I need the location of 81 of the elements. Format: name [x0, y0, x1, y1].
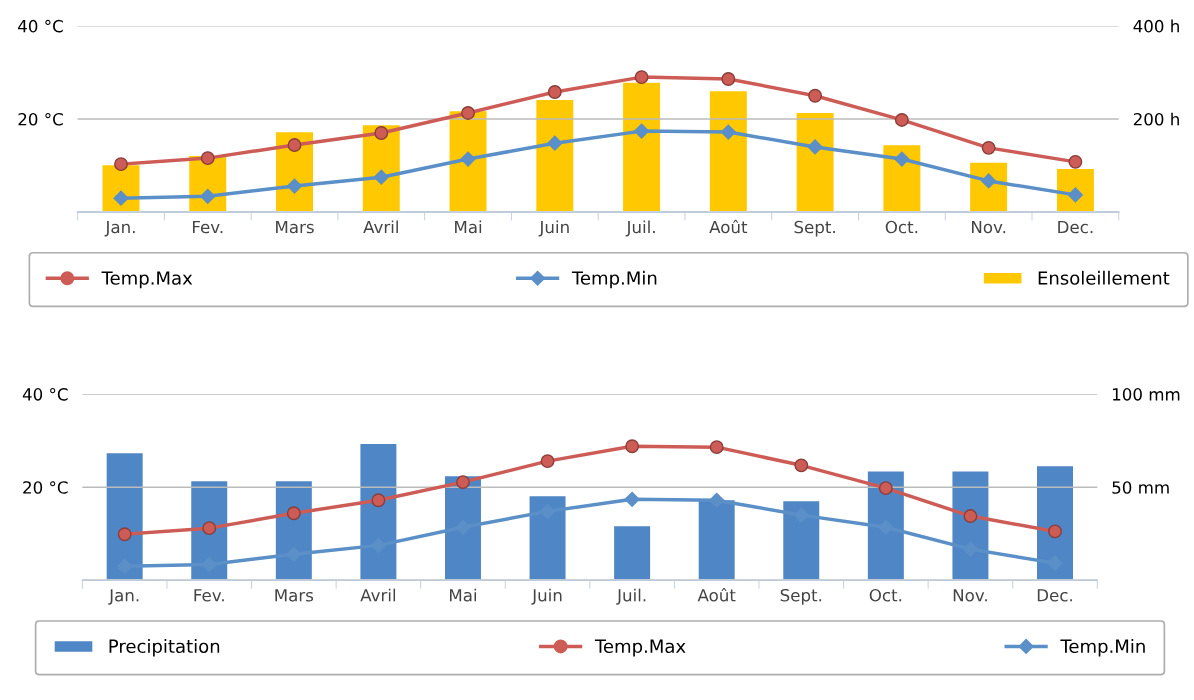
legend-label: Temp.Min	[1060, 639, 1145, 657]
x-tick-label: Fev.	[192, 220, 223, 234]
point	[894, 151, 910, 167]
point	[200, 151, 215, 166]
x-tick-label: Août	[709, 219, 748, 234]
x-tick-label: Juin	[531, 588, 562, 605]
point	[286, 506, 301, 521]
x-tick-label: Juil.	[625, 220, 655, 237]
point	[625, 439, 640, 454]
y-tick-label: 20 °C	[18, 112, 63, 126]
point	[374, 126, 389, 140]
x-tick-label: Mars	[275, 589, 314, 602]
y2-tick-label: 400 h	[1133, 19, 1179, 33]
x-tick-label: Jan.	[104, 220, 135, 237]
point	[202, 521, 217, 536]
point	[456, 475, 470, 490]
point	[720, 124, 736, 140]
legend-label: Ensoleillement	[1038, 270, 1170, 285]
x-tick-label: Mai	[455, 220, 482, 234]
y-tick-label: 20 °C	[23, 481, 68, 494]
point	[286, 178, 303, 194]
point	[114, 157, 128, 172]
x-tick-label: Avril	[360, 588, 396, 602]
x-tick-label: Jan.	[108, 589, 139, 605]
x-tick-label: Oct.	[885, 220, 918, 234]
point	[807, 139, 823, 155]
point	[963, 509, 978, 524]
bar	[612, 524, 653, 581]
legend-label: Temp.Min	[571, 270, 657, 289]
bar	[621, 80, 663, 213]
x-tick-label: Nov.	[972, 220, 1006, 234]
point	[373, 169, 389, 185]
bar	[794, 110, 836, 213]
legend-label: Temp.Max	[594, 639, 686, 657]
point	[1048, 524, 1062, 539]
y2-tick-label: 100 mm	[1113, 388, 1180, 401]
x-tick-label: Dec.	[1037, 589, 1072, 602]
bar	[447, 109, 489, 213]
point	[287, 138, 302, 153]
y2-tick-label: 50 mm	[1112, 481, 1169, 494]
x-tick-label: Juin	[538, 220, 569, 237]
point	[721, 72, 736, 86]
point	[878, 481, 893, 496]
point	[200, 188, 216, 204]
point	[371, 493, 386, 508]
point	[547, 85, 562, 99]
point	[461, 106, 475, 120]
legend-label: Precipitation	[109, 639, 220, 657]
point	[460, 151, 476, 167]
bar	[881, 143, 923, 213]
point	[808, 88, 823, 103]
point	[894, 112, 909, 127]
x-tick-label: Mars	[276, 220, 314, 234]
y-tick-label: 40 °C	[22, 388, 68, 401]
point	[113, 190, 129, 206]
bar	[707, 89, 749, 213]
bar	[534, 97, 576, 213]
point	[540, 454, 555, 469]
x-tick-label: Nov.	[953, 589, 987, 602]
point	[117, 527, 132, 542]
point	[1068, 154, 1083, 169]
point	[634, 70, 649, 85]
y-tick-label: 40 °C	[18, 19, 63, 33]
y2-tick-label: 200 h	[1133, 112, 1179, 126]
point	[709, 492, 725, 508]
legend-label: Temp.Max	[101, 271, 193, 289]
x-tick-label: Mai	[450, 588, 477, 602]
x-tick-label: Août	[697, 587, 736, 602]
point	[794, 458, 809, 473]
point	[981, 140, 996, 155]
x-tick-label: Oct.	[869, 588, 902, 602]
point	[709, 440, 724, 455]
x-tick-label: Dec.	[1058, 220, 1093, 234]
x-tick-label: Avril	[363, 220, 398, 234]
x-tick-label: Juil.	[616, 588, 646, 605]
point	[634, 123, 650, 139]
x-tick-label: Sept.	[794, 220, 835, 237]
point	[624, 491, 640, 507]
point	[547, 135, 563, 151]
x-tick-label: Fev.	[194, 589, 224, 602]
x-tick-label: Sept.	[780, 588, 822, 605]
